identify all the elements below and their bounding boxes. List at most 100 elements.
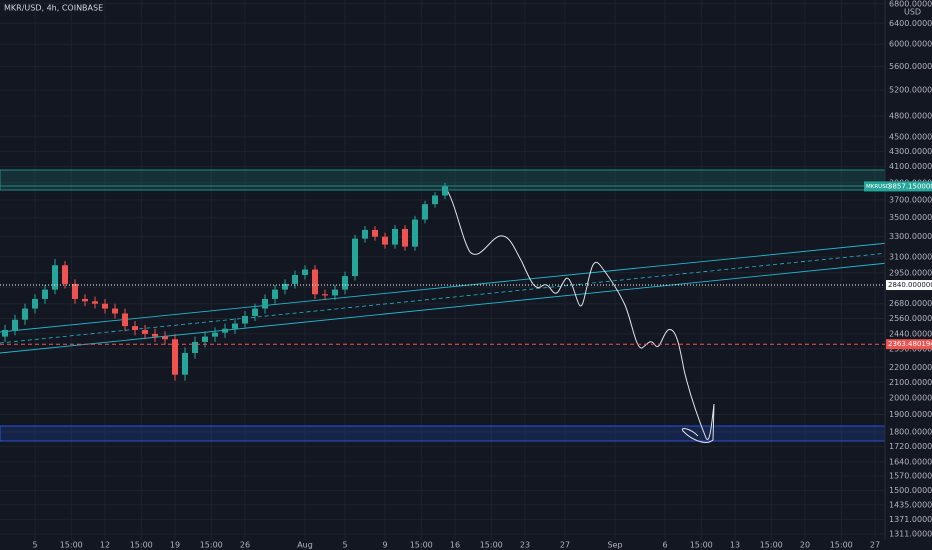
y-tick-label: 3700.00000000 (889, 195, 932, 204)
candle-body (22, 308, 28, 320)
candle-body (142, 329, 148, 334)
symbol-tag (864, 181, 886, 192)
x-tick-label: 5 (342, 541, 347, 550)
y-tick-label: 6800.00000000 (889, 0, 932, 8)
x-tick-label: 15:00 (760, 541, 783, 550)
y-tick-label: 2100.00000000 (889, 378, 932, 387)
candle-body (342, 276, 348, 290)
y-tick-label: 6400.00000000 (889, 19, 932, 28)
candle-body (302, 269, 308, 275)
candle-body (412, 219, 418, 247)
candle-body (202, 336, 208, 342)
candle-body (12, 319, 18, 330)
price-tag (886, 280, 932, 291)
y-tick-label: 1720.00000000 (889, 442, 932, 451)
candle-body (2, 329, 8, 337)
candle-body (132, 326, 138, 330)
candle-body (32, 298, 38, 309)
candle-body (112, 308, 118, 314)
candle-body (362, 229, 368, 239)
price-tag-label: 2840.00000000 (888, 281, 932, 289)
candle-body (42, 289, 48, 299)
candle-body (72, 283, 78, 299)
x-tick-label: 15:00 (690, 541, 713, 550)
y-tick-label: 2680.00000000 (889, 299, 932, 308)
y-tick-label: 3300.00000000 (889, 232, 932, 241)
candle-body (162, 336, 168, 340)
candle-body (442, 186, 448, 196)
candle-body (392, 228, 398, 245)
x-tick-label: 6 (662, 541, 667, 550)
y-tick-label: 3500.00000000 (889, 213, 932, 222)
candles (2, 182, 448, 381)
candle-body (352, 238, 358, 277)
price-tag-label: 3857.15000000 (888, 182, 932, 190)
candle-body (192, 341, 198, 353)
channel-lower (0, 262, 889, 354)
candle-body (292, 274, 298, 284)
y-tick-label: 2440.00000000 (889, 329, 932, 338)
x-tick-label: Sep (607, 541, 622, 550)
y-tick-label: 6000.00000000 (889, 40, 932, 49)
projection-path (444, 186, 715, 443)
x-tick-label: 5 (32, 541, 37, 550)
candle-body (102, 303, 108, 309)
channel-upper (0, 242, 889, 333)
y-tick-label: 1311.00000000 (889, 530, 932, 539)
y-tick-label: 1800.00000000 (889, 427, 932, 436)
price-tag-label: 2363.48019450 (888, 340, 932, 348)
candle-body (52, 265, 58, 290)
y-tick-label: 4100.00000000 (889, 162, 932, 171)
y-tick-label: 1371.00000000 (889, 515, 932, 524)
x-tick-label: 15:00 (480, 541, 503, 550)
y-tick-label: 2200.00000000 (889, 363, 932, 372)
x-tick-label: 9 (382, 541, 387, 550)
y-tick-label: 1900.00000000 (889, 410, 932, 419)
x-tick-label: 26 (240, 541, 250, 550)
x-tick-label: 16 (450, 541, 460, 550)
x-tick-label: 23 (520, 541, 530, 550)
x-tick-label: 15:00 (200, 541, 223, 550)
candle-body (252, 308, 258, 316)
y-tick-label: 4800.00000000 (889, 111, 932, 120)
x-tick-label: 27 (870, 541, 880, 550)
candle-body (372, 229, 378, 237)
candle-body (322, 294, 328, 296)
support-zone (0, 425, 886, 442)
y-tick-label: 4300.00000000 (889, 147, 932, 156)
candle-body (272, 289, 278, 299)
y-tick-label: 2560.00000000 (889, 314, 932, 323)
y-tick-label: 3100.00000000 (889, 252, 932, 261)
channel-mid (0, 252, 889, 344)
y-tick-label: 4500.00000000 (889, 132, 932, 141)
x-tick-label: 27 (560, 541, 570, 550)
candle-body (222, 328, 228, 333)
candle-body (402, 228, 408, 247)
x-tick-label: 19 (170, 541, 180, 550)
x-tick-label: Aug (297, 541, 313, 550)
y-tick-label: 1435.00000000 (889, 500, 932, 509)
y-tick-label: 5200.00000000 (889, 86, 932, 95)
candle-body (82, 298, 88, 302)
candle-body (242, 315, 248, 324)
currency: USD (904, 8, 921, 17)
x-tick-label: 13 (730, 541, 740, 550)
x-tick-label: 15:00 (130, 541, 153, 550)
candle-body (152, 333, 158, 337)
candle-body (432, 195, 438, 205)
candle-body (182, 352, 188, 375)
y-tick-label: 1570.00000000 (889, 471, 932, 480)
candle-body (312, 269, 318, 295)
symbol-tag-label: MKRUSD (866, 184, 890, 190)
candle-body (172, 339, 178, 375)
price-axis (885, 0, 932, 550)
grid (0, 0, 885, 540)
candle-body (422, 204, 428, 220)
y-tick-label: 1640.00000000 (889, 457, 932, 466)
candle-body (262, 298, 268, 309)
price-tag (886, 339, 932, 350)
x-tick-label: 12 (100, 541, 110, 550)
price-tag (886, 181, 932, 192)
